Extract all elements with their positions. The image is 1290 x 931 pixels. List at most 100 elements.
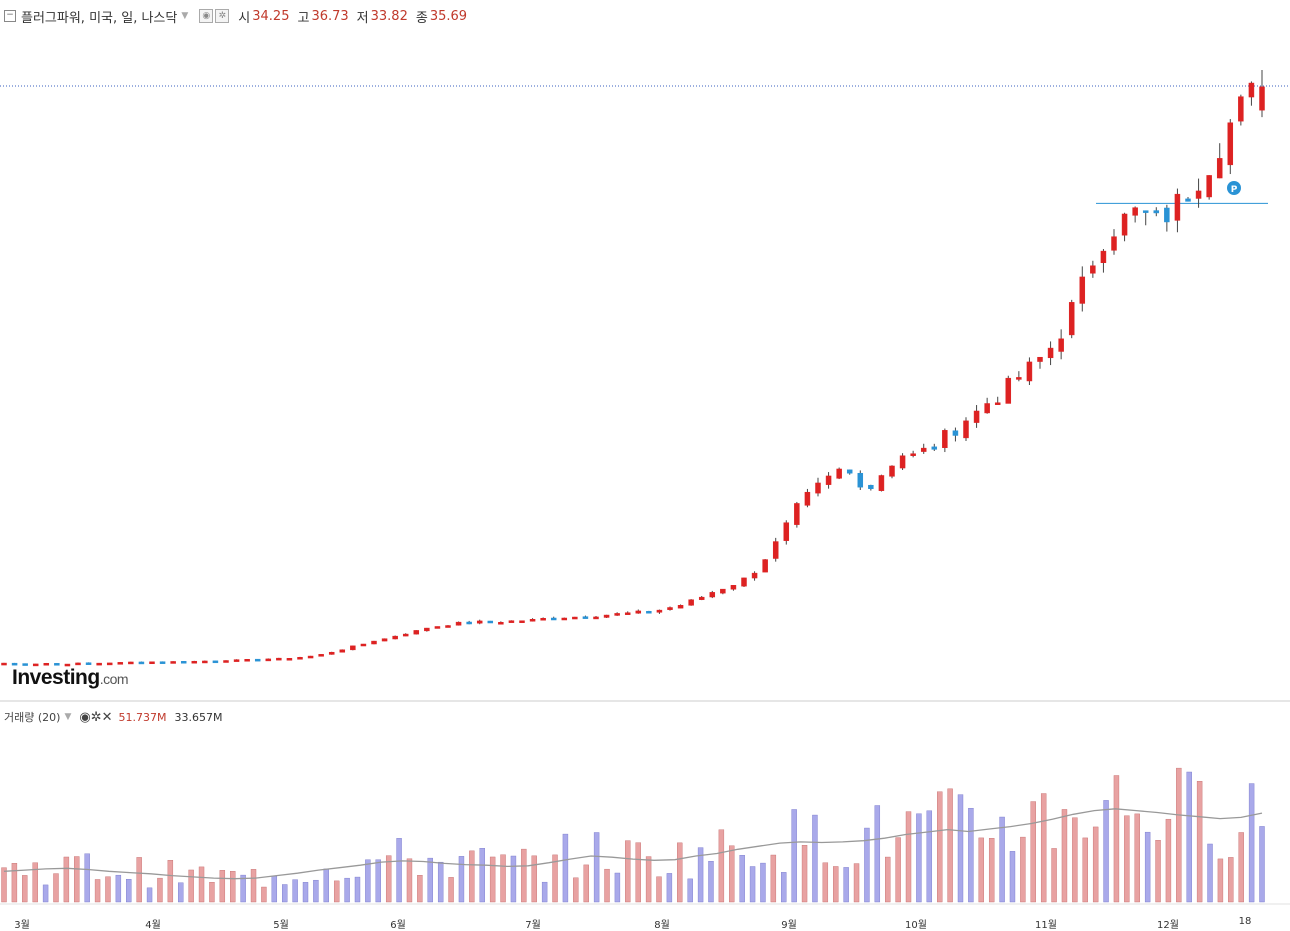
volume-bar [1020,836,1026,903]
candle-body [64,663,71,667]
volume-bar [365,859,371,903]
volume-bar [146,887,153,903]
candle-body [857,472,864,488]
volume-bar [1186,771,1192,903]
volume-bar [885,856,891,903]
volume-bar [895,837,901,903]
close-label: 종 [415,10,428,26]
volume-bar [396,838,402,903]
volume-bar [1238,832,1244,903]
volume-bar [905,811,912,903]
volume-ma-line [3,808,1263,880]
volume-bar [84,853,90,903]
volume-bar [760,862,766,903]
volume-bar [1165,818,1172,903]
chevron-down-icon[interactable]: ▼ [181,11,189,21]
candle-body [889,465,895,477]
candle-body [846,469,853,474]
candle-body [751,572,758,579]
volume-bar [94,879,101,903]
candle-body [445,625,451,628]
volume-bar [1082,837,1088,903]
volume-bar [198,866,205,903]
candle-body [540,617,546,621]
volume-bar [729,845,735,903]
volume-bar [333,880,340,903]
volume-ma-value: 33.657M [174,710,223,724]
visibility-icon[interactable]: ◉ [79,709,91,725]
price-legend: − 플러그파워, 미국, 일, 나스닥 ▼ ◉ ✲ 시 34.25 고 36.7… [4,5,467,27]
candle-body [994,402,1001,405]
volume-bar [645,856,652,903]
candle-body [878,475,885,491]
volume-bar [230,870,236,903]
candle-body [1090,265,1096,274]
volume-bar [999,816,1005,903]
candle-body [677,605,684,609]
visibility-icon[interactable]: ◉ [199,9,214,23]
symbol-label[interactable]: 플러그파워, 미국, 일, 나스닥 [21,10,178,26]
candle-body [191,660,198,664]
candle-body [1227,122,1234,166]
volume-bar [864,827,870,903]
candle-body [170,661,176,664]
candle-body [1,662,7,666]
candle-body [476,620,483,624]
volume-bar [604,868,610,903]
volume-title[interactable]: 거래량 (20) [4,711,61,724]
candle-body [1016,377,1022,380]
volume-bar [1259,826,1265,903]
candle-body [794,503,800,525]
candle-body [117,662,124,665]
settings-icon[interactable]: ✲ [215,9,230,23]
low-value: 33.82 [370,8,408,24]
close-icon[interactable]: ✕ [101,709,113,725]
volume-bar [1072,817,1078,903]
x-tick-label: 3월 [14,920,30,931]
volume-bar [687,878,693,903]
volume-bar [541,881,548,903]
candle-body [32,663,39,667]
volume-bar [282,884,288,903]
volume-bar [926,810,933,903]
candle-body [646,610,652,614]
candle-body [1164,207,1170,223]
candle-body [899,455,906,469]
volume-bar [344,877,350,903]
volume-bar [968,807,974,903]
volume-bar [718,829,725,903]
volume-bar [1113,775,1120,903]
close-value: 35.69 [429,8,468,24]
candle-body [656,609,663,613]
volume-bar [63,856,70,903]
volume-bar [375,859,381,903]
volume-bar [167,860,174,903]
volume-bar [593,832,600,903]
volume-bar [489,856,496,903]
volume-bar [1196,781,1203,903]
volume-bar [812,814,818,903]
candle-body [815,482,821,494]
candle-body [1153,210,1160,214]
candle-body [931,446,938,450]
volume-bar [978,837,984,903]
volume-bar [656,876,662,903]
collapse-icon[interactable]: − [4,10,16,22]
candle-body [1079,276,1086,304]
settings-icon[interactable]: ✲ [90,709,102,725]
volume-bar [1217,858,1224,903]
candle-body [75,662,81,666]
candle-body [688,599,694,606]
candle-body [1100,250,1107,263]
volume-bar [666,873,673,903]
volume-bar [1009,851,1016,903]
volume-bar [448,877,454,903]
volume-bar [11,863,18,903]
volume-bar [531,855,537,903]
chevron-down-icon[interactable]: ▼ [64,712,72,722]
candle-body [371,640,377,645]
x-tick-label: 18 [1238,916,1252,927]
volume-bar [42,884,49,903]
candle-body [381,638,388,642]
